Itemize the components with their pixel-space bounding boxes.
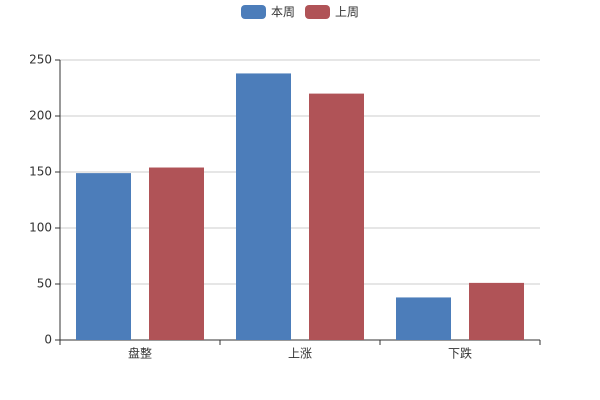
- x-tick-label: 上涨: [288, 346, 312, 361]
- bar: [396, 297, 451, 340]
- legend-label[interactable]: 本周: [271, 5, 295, 19]
- bar: [76, 173, 131, 340]
- bar: [236, 73, 291, 340]
- legend-icon[interactable]: [305, 5, 330, 19]
- legend-label[interactable]: 上周: [335, 5, 359, 19]
- x-tick-label: 盘整: [128, 346, 152, 361]
- legend-icon[interactable]: [241, 5, 266, 19]
- y-tick-label: 100: [29, 221, 52, 235]
- bar: [149, 167, 204, 340]
- y-tick-label: 200: [29, 109, 52, 123]
- y-tick-label: 50: [37, 277, 52, 291]
- y-tick-label: 250: [29, 53, 52, 67]
- x-tick-label: 下跌: [448, 346, 472, 361]
- bar: [309, 93, 364, 340]
- y-tick-label: 150: [29, 165, 52, 179]
- y-tick-label: 0: [44, 333, 52, 347]
- bar: [469, 282, 524, 340]
